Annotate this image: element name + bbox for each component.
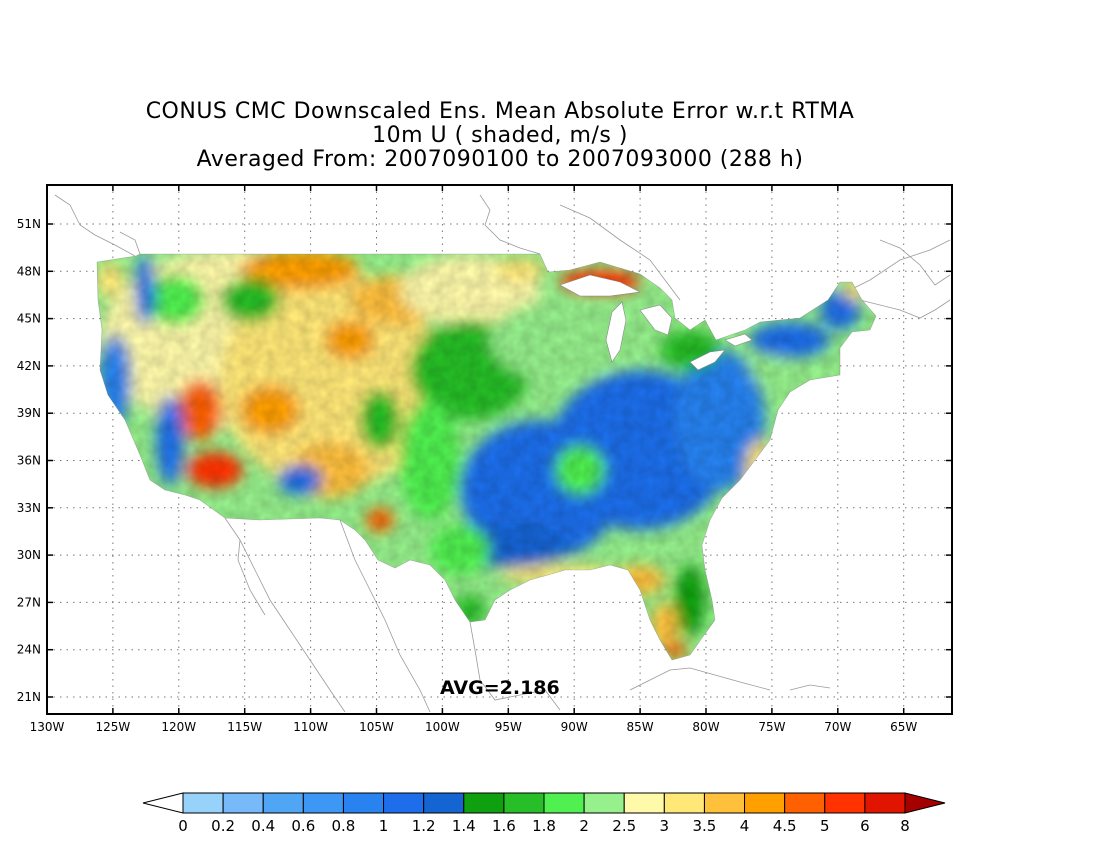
colorbar-label: 3.5: [693, 817, 717, 835]
colorbar-swatch: [663, 792, 705, 814]
lat-label: 51N: [17, 217, 41, 231]
colorbar-swatch: [824, 792, 866, 814]
lat-label: 48N: [17, 264, 41, 278]
colorbar-label: 0.6: [291, 817, 315, 835]
colorbar-label: 4: [740, 817, 750, 835]
title-line-2: 10m U ( shaded, m/s ): [372, 123, 628, 148]
colorbar-swatch: [342, 792, 385, 814]
avg-label: AVG=2.186: [440, 677, 560, 699]
colorbar-labels: 0 0.2 0.4 0.6 0.8 1 1.2 1.4 1.6 1.8 2 2.5 3 3.5 4 4.5 5 6…: [178, 817, 910, 835]
colorbar-label: 1.6: [492, 817, 516, 835]
axis-ticks: [46, 185, 952, 714]
colorbar-label: 4.5: [773, 817, 797, 835]
colorbar-label: 5: [820, 817, 830, 835]
colorbar-label: 2: [579, 817, 589, 835]
colorbar-label: 8: [900, 817, 910, 835]
colorbar-label: 0: [178, 817, 188, 835]
colorbar: [142, 792, 946, 814]
colorbar-swatch: [784, 792, 826, 814]
title-line-1: CONUS CMC Downscaled Ens. Mean Absolute …: [145, 99, 855, 124]
colorbar-label: 0.4: [251, 817, 275, 835]
lon-label: 120W: [161, 720, 196, 734]
coastlines: [54, 194, 951, 713]
latitude-labels: 51N 48N 45N 42N 39N 36N 33N 30N 27N 24N 21N: [17, 217, 41, 704]
colorbar-label: 1: [379, 817, 389, 835]
colorbar-swatch: [744, 792, 786, 814]
colorbar-swatch: [864, 792, 906, 814]
colorbar-swatch: [302, 792, 344, 814]
lat-label: 30N: [17, 548, 41, 562]
colorbar-swatch: [463, 792, 505, 814]
colorbar-swatch: [262, 792, 304, 814]
lon-label: 95W: [495, 720, 522, 734]
lon-label: 110W: [293, 720, 328, 734]
lon-label: 90W: [561, 720, 588, 734]
lon-label: 125W: [96, 720, 131, 734]
lat-label: 45N: [17, 312, 41, 326]
colorbar-swatch: [222, 792, 264, 814]
colorbar-label: 1.2: [412, 817, 436, 835]
lon-label: 115W: [227, 720, 262, 734]
colorbar-label: 3: [660, 817, 670, 835]
map-frame: [46, 184, 953, 715]
lat-label: 27N: [17, 595, 41, 609]
colorbar-swatch: [623, 792, 665, 814]
lon-label: 85W: [627, 720, 654, 734]
title-line-3: Averaged From: 2007090100 to 2007093000 …: [196, 147, 804, 172]
colorbar-swatch: [583, 792, 625, 814]
colorbar-swatch: [543, 792, 585, 814]
lon-label: 130W: [30, 720, 65, 734]
colorbar-label: 2.5: [612, 817, 636, 835]
colorbar-label: 0.8: [332, 817, 356, 835]
colorbar-label: 1.8: [532, 817, 556, 835]
colorbar-swatch: [423, 792, 465, 814]
lon-label: 70W: [824, 720, 851, 734]
colorbar-swatch: [703, 792, 746, 814]
colorbar-label: 0.2: [211, 817, 235, 835]
lon-label: 65W: [890, 720, 917, 734]
great-lakes: [559, 274, 753, 371]
longitude-labels: 130W 125W 120W 115W 110W 105W 100W 95W 90W 85W 80W…: [30, 720, 918, 734]
lat-label: 21N: [17, 690, 41, 704]
lat-label: 42N: [17, 359, 41, 373]
colorbar-swatch: [182, 792, 224, 814]
lon-label: 105W: [359, 720, 394, 734]
lat-label: 24N: [17, 643, 41, 657]
colorbar-label: 1.4: [452, 817, 476, 835]
colorbar-over-arrow: [904, 792, 946, 814]
map-title: CONUS CMC Downscaled Ens. Mean Absolute …: [0, 100, 1000, 172]
lat-label: 39N: [17, 406, 41, 420]
lon-label: 100W: [425, 720, 460, 734]
lon-label: 75W: [758, 720, 785, 734]
colorbar-swatch: [503, 792, 545, 814]
lat-label: 33N: [17, 501, 41, 515]
conus-outline: [96, 253, 877, 661]
colorbar-swatch: [383, 792, 425, 814]
colorbar-under-arrow: [142, 792, 184, 814]
lon-label: 80W: [692, 720, 719, 734]
lat-label: 36N: [17, 454, 41, 468]
colorbar-label: 6: [860, 817, 870, 835]
